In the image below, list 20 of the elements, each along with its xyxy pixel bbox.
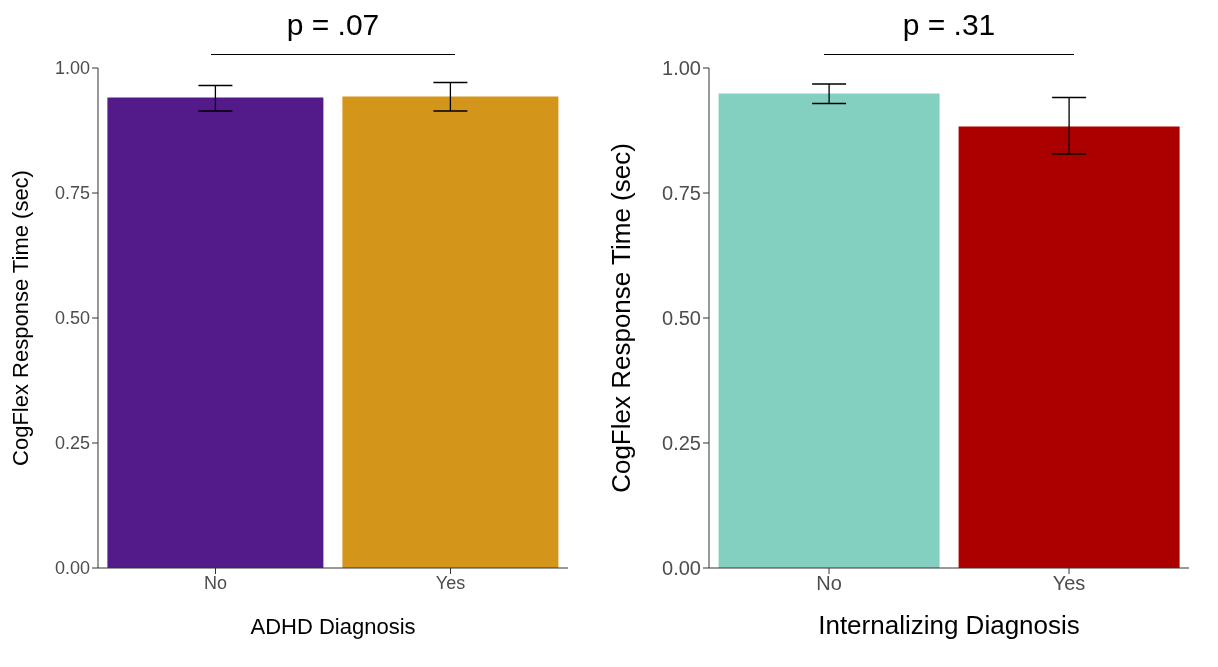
x-tick-label: No: [203, 572, 228, 593]
y-tick-label: 0.50: [662, 307, 701, 330]
y-tick-label: 0.75: [662, 182, 701, 205]
y-axis-title: CogFlex Response Time (sec): [606, 143, 637, 493]
y-tick-label: 0.50: [54, 308, 90, 329]
y-axis-title: CogFlex Response Time (sec): [7, 170, 33, 466]
y-tick-label: 0.75: [54, 183, 90, 204]
y-tick-label: 1.00: [662, 57, 701, 80]
text: p = .31: [901, 8, 997, 42]
text: p = .07: [285, 8, 381, 42]
x-axis-title: ADHD Diagnosis: [250, 614, 416, 639]
x-tick-label: No: [816, 572, 842, 595]
x-axis-title: Internalizing Diagnosis: [818, 610, 1080, 640]
x-tick-label: Yes: [435, 572, 466, 593]
y-tick-label: 1.00: [54, 58, 90, 79]
y-tick-label: 0.25: [662, 432, 701, 455]
x-tick-label: Yes: [1052, 572, 1086, 595]
y-tick-label: 0.25: [54, 433, 90, 454]
y-tick-label: 0.00: [662, 557, 701, 580]
y-tick-label: 0.00: [54, 558, 90, 579]
